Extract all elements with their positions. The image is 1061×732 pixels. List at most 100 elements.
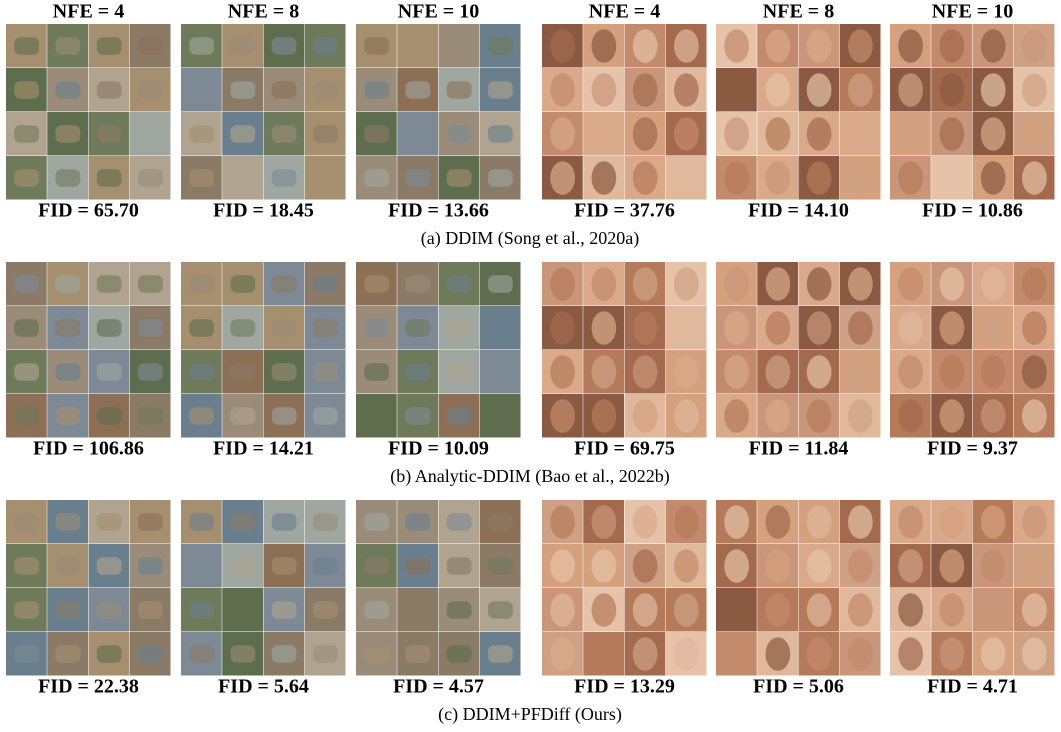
face-shape — [674, 161, 699, 194]
object-shape — [14, 169, 39, 187]
face-shape — [898, 311, 923, 344]
object-shape — [313, 81, 338, 99]
face-shape — [592, 355, 617, 388]
object-shape — [138, 407, 163, 425]
object-shape — [97, 513, 122, 531]
face-shape — [940, 593, 965, 626]
object-shape — [14, 363, 39, 381]
face-shape — [940, 29, 965, 62]
object-shape — [189, 513, 214, 531]
face-shape — [674, 399, 699, 432]
face-shape — [898, 637, 923, 670]
object-shape — [189, 407, 214, 425]
object-shape — [406, 363, 431, 381]
face-shape — [592, 505, 617, 538]
face-shape — [550, 311, 575, 344]
face-shape — [898, 399, 923, 432]
object-shape — [14, 407, 39, 425]
face-shape — [898, 593, 923, 626]
object-shape — [189, 645, 214, 663]
face-shape — [766, 73, 791, 106]
object-shape — [189, 81, 214, 99]
object-shape — [488, 319, 513, 337]
face-shape — [807, 549, 832, 582]
object-shape — [231, 557, 256, 575]
object-shape — [406, 407, 431, 425]
face-shape — [633, 593, 658, 626]
face-shape — [981, 549, 1006, 582]
fid-label: FID = 4.71 — [927, 676, 1018, 698]
object-shape — [138, 513, 163, 531]
face-shape — [724, 593, 749, 626]
object-shape — [97, 37, 122, 55]
object-shape — [138, 169, 163, 187]
face-shape — [550, 505, 575, 538]
face-shape — [674, 549, 699, 582]
object-shape — [14, 37, 39, 55]
object-shape — [14, 81, 39, 99]
object-shape — [313, 169, 338, 187]
object-shape — [56, 601, 81, 619]
page: NFE = 4NFE = 8NFE = 10NFE = 4NFE = 8NFE … — [0, 0, 1061, 732]
object-shape — [364, 601, 389, 619]
sample-grid — [181, 262, 346, 438]
face-shape — [981, 161, 1006, 194]
object-shape — [488, 601, 513, 619]
face-shape — [550, 637, 575, 670]
face-shape — [848, 399, 873, 432]
object-shape — [56, 513, 81, 531]
face-shape — [848, 73, 873, 106]
face-shape — [766, 637, 791, 670]
face-shape — [766, 267, 791, 300]
object-shape — [97, 407, 122, 425]
face-shape — [633, 637, 658, 670]
face-shape — [633, 161, 658, 194]
face-shape — [848, 355, 873, 388]
face-shape — [848, 311, 873, 344]
face-shape — [766, 311, 791, 344]
object-shape — [231, 319, 256, 337]
fid-label: FID = 106.86 — [33, 438, 144, 460]
fid-label: FID = 65.70 — [38, 200, 139, 222]
object-shape — [272, 363, 297, 381]
object-shape — [447, 363, 472, 381]
object-shape — [447, 169, 472, 187]
object-shape — [138, 363, 163, 381]
column-header: NFE = 10 — [932, 1, 1013, 23]
face-shape — [674, 311, 699, 344]
face-shape — [633, 73, 658, 106]
face-shape — [981, 355, 1006, 388]
face-shape — [1022, 637, 1047, 670]
fid-label: FID = 13.29 — [574, 676, 675, 698]
object-shape — [189, 319, 214, 337]
object-shape — [488, 513, 513, 531]
face-shape — [1022, 73, 1047, 106]
face-shape — [1022, 505, 1047, 538]
face-shape — [898, 549, 923, 582]
face-shape — [848, 549, 873, 582]
object-shape — [189, 363, 214, 381]
object-shape — [231, 645, 256, 663]
sample-grid — [6, 24, 171, 200]
face-shape — [550, 593, 575, 626]
face-shape — [724, 355, 749, 388]
object-shape — [189, 37, 214, 55]
sample-grid — [716, 262, 881, 438]
object-shape — [447, 513, 472, 531]
face-shape — [940, 73, 965, 106]
face-shape — [981, 399, 1006, 432]
object-shape — [406, 169, 431, 187]
face-shape — [674, 117, 699, 150]
object-shape — [447, 125, 472, 143]
sample-grid — [6, 262, 171, 438]
fid-label: FID = 69.75 — [574, 438, 675, 460]
face-shape — [1022, 355, 1047, 388]
face-shape — [592, 117, 617, 150]
face-shape — [940, 311, 965, 344]
object-shape — [97, 557, 122, 575]
face-shape — [848, 117, 873, 150]
object-shape — [56, 169, 81, 187]
sample-grid — [356, 500, 521, 676]
object-shape — [313, 513, 338, 531]
object-shape — [272, 125, 297, 143]
